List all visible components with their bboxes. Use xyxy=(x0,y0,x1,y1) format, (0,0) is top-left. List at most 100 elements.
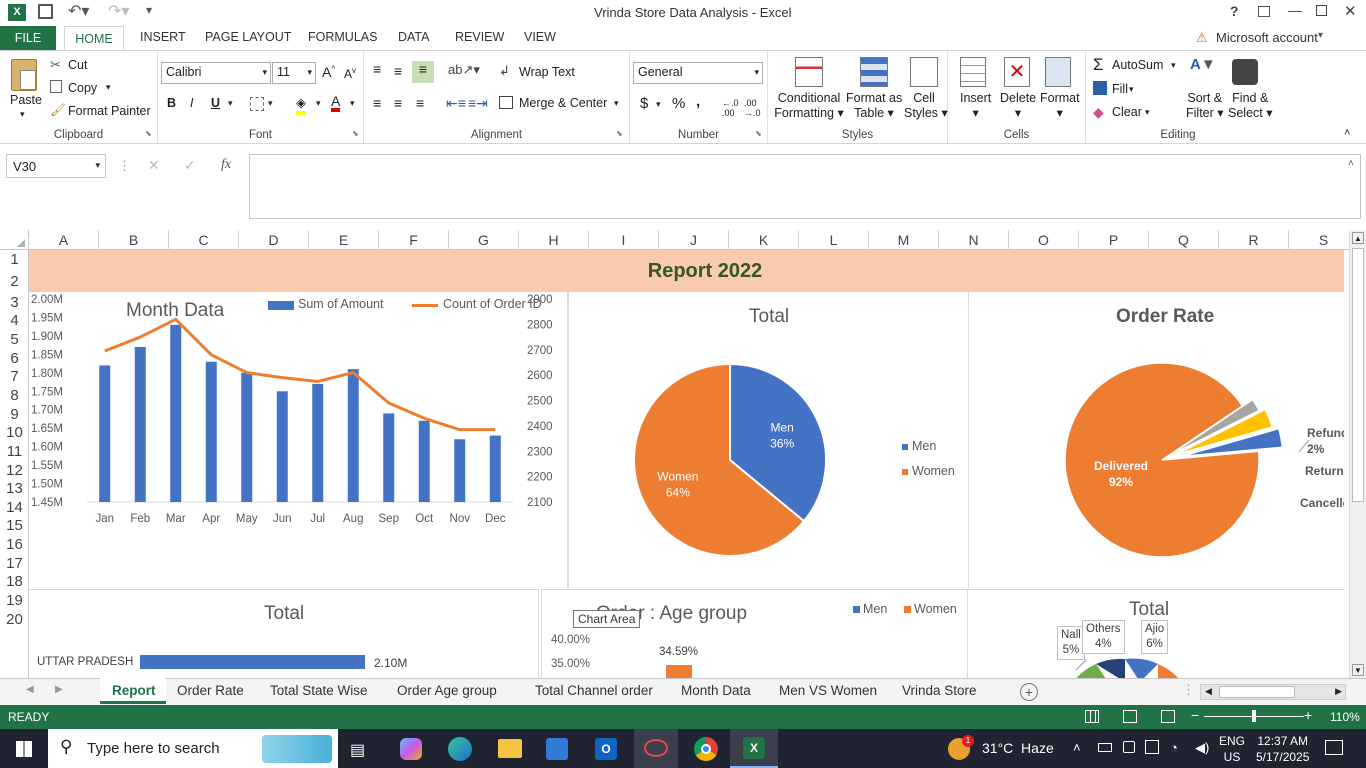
minimize-button[interactable]: — xyxy=(1288,2,1302,18)
chrome-icon[interactable] xyxy=(694,737,718,761)
clear-button[interactable]: Clear xyxy=(1112,105,1142,119)
font-size-select[interactable]: 11 ▾ xyxy=(272,62,316,84)
conditional-formatting-button[interactable]: Conditional Formatting ▾ xyxy=(774,91,844,120)
clear-chevron-icon[interactable]: ▾ xyxy=(1145,107,1150,117)
state-total-chart[interactable]: Total UTTAR PRADESH 2.10M xyxy=(29,589,539,678)
formula-input[interactable] xyxy=(249,154,1361,219)
row-header-2[interactable]: 2 xyxy=(10,273,19,290)
row-header-10[interactable]: 10 xyxy=(6,424,23,441)
excel-taskbar-icon[interactable]: X xyxy=(730,729,778,768)
sheet-tab-7[interactable]: Vrinda Store xyxy=(902,683,977,698)
row-header-13[interactable]: 13 xyxy=(6,480,23,497)
currency-button[interactable]: $ xyxy=(640,95,649,112)
sheet-tab-2[interactable]: Total State Wise xyxy=(270,683,368,698)
align-middle-icon[interactable]: ≡ xyxy=(394,63,403,79)
tab-data[interactable]: DATA xyxy=(398,30,430,44)
sheet-tab-5[interactable]: Month Data xyxy=(681,683,751,698)
clipboard-launcher-icon[interactable]: ⬊ xyxy=(145,129,152,138)
row-header-4[interactable]: 4 xyxy=(10,312,19,329)
cancel-entry-icon[interactable]: ✕ xyxy=(148,157,160,173)
page-break-view-icon[interactable] xyxy=(1161,710,1175,723)
row-header-16[interactable]: 16 xyxy=(6,536,23,553)
taskbar-search-box[interactable]: ⚲ Type here to search xyxy=(48,729,338,768)
column-header-q[interactable]: Q xyxy=(1149,230,1219,250)
increase-decimal-icon[interactable]: ←.0.00 xyxy=(722,98,739,118)
row-header-5[interactable]: 5 xyxy=(10,331,19,348)
next-sheet-icon[interactable]: ▶ xyxy=(55,684,63,695)
row-header-7[interactable]: 7 xyxy=(10,368,19,385)
format-cells-button[interactable]: Format ▾ xyxy=(1040,91,1080,120)
vertical-scrollbar[interactable]: ▲ ▼ xyxy=(1349,230,1366,678)
save-icon[interactable] xyxy=(38,4,53,19)
font-color-icon[interactable]: A xyxy=(331,94,341,112)
insert-function-button[interactable]: fx xyxy=(221,157,232,172)
zoom-out-button[interactable]: − xyxy=(1191,707,1200,723)
orientation-icon[interactable]: ab↗▾ xyxy=(448,62,480,77)
decrease-decimal-icon[interactable]: .00 →.0 xyxy=(744,98,761,118)
quick-access-icon[interactable]: ▾ xyxy=(146,3,153,17)
underline-button[interactable]: U xyxy=(211,96,221,110)
hscroll-right-icon[interactable]: ▶ xyxy=(1335,686,1342,696)
confirm-entry-icon[interactable]: ✓ xyxy=(184,157,196,173)
tab-insert[interactable]: INSERT xyxy=(140,30,186,44)
italic-button[interactable]: I xyxy=(190,96,194,110)
fill-chevron-icon[interactable]: ▾ xyxy=(316,98,321,108)
column-header-k[interactable]: K xyxy=(729,230,799,250)
collapse-ribbon-icon[interactable]: ˄ xyxy=(1344,127,1351,139)
sheet-tab-3[interactable]: Order Age group xyxy=(397,683,497,698)
normal-view-icon[interactable] xyxy=(1085,710,1099,723)
zoom-level[interactable]: 110% xyxy=(1330,710,1360,724)
decrease-indent-icon[interactable]: ⇤≡ xyxy=(446,95,466,111)
tab-view[interactable]: VIEW xyxy=(524,30,556,44)
copy-button[interactable]: Copy xyxy=(68,81,98,95)
language-indicator[interactable]: ENG US xyxy=(1219,733,1245,765)
column-header-p[interactable]: P xyxy=(1079,230,1149,250)
sheet-tab-1[interactable]: Order Rate xyxy=(177,683,244,698)
zoom-slider[interactable] xyxy=(1204,710,1304,722)
alignment-launcher-icon[interactable]: ⬊ xyxy=(616,129,623,138)
row-header-3[interactable]: 3 xyxy=(10,294,19,311)
percent-button[interactable]: % xyxy=(672,95,686,112)
format-as-table-button[interactable]: Format as Table ▾ xyxy=(846,91,903,120)
start-button[interactable] xyxy=(16,741,32,757)
maximize-button[interactable] xyxy=(1316,5,1327,16)
autosum-chevron-icon[interactable]: ▾ xyxy=(1171,60,1176,70)
outlook-icon[interactable]: O xyxy=(595,738,617,760)
copilot-icon[interactable] xyxy=(400,738,422,760)
format-painter-button[interactable]: Format Painter xyxy=(68,104,151,118)
number-format-select[interactable]: General ▾ xyxy=(633,62,763,84)
task-view-icon[interactable]: ▤ xyxy=(350,742,366,759)
scroll-thumb[interactable] xyxy=(1352,248,1364,502)
column-header-h[interactable]: H xyxy=(519,230,589,250)
network-icon[interactable] xyxy=(1145,740,1159,754)
column-header-a[interactable]: A xyxy=(29,230,99,250)
align-bottom-icon[interactable]: ≡ xyxy=(412,61,434,83)
total-gender-chart[interactable]: Total Men 36% Women 64% Men Women xyxy=(568,292,969,588)
align-left-icon[interactable]: ≡ xyxy=(373,95,382,111)
action-center-icon[interactable] xyxy=(1325,740,1343,755)
tab-page-layout[interactable]: PAGE LAYOUT xyxy=(205,30,292,44)
clock[interactable]: 12:37 AM 5/17/2025 xyxy=(1256,733,1309,765)
delete-cells-button[interactable]: Delete ▾ xyxy=(1000,91,1037,120)
increase-indent-icon[interactable]: ≡⇥ xyxy=(468,95,488,111)
font-name-select[interactable]: Calibri ▾ xyxy=(161,62,271,84)
new-sheet-button[interactable]: + xyxy=(1020,683,1038,701)
underline-chevron-icon[interactable]: ▾ xyxy=(228,98,233,108)
borders-icon[interactable] xyxy=(250,97,264,111)
prev-sheet-icon[interactable]: ◀ xyxy=(26,684,34,695)
channel-total-chart[interactable]: Total Nall 5% Others 4% Ajio 6% xyxy=(967,589,1344,678)
tab-file[interactable]: FILE xyxy=(0,26,56,50)
battery-icon[interactable] xyxy=(1098,743,1112,752)
align-top-icon[interactable]: ≡ xyxy=(373,61,382,77)
row-header-15[interactable]: 15 xyxy=(6,517,23,534)
worksheet-grid[interactable]: Report 2022 Month Data Sum of Amount Cou… xyxy=(29,250,1344,678)
bold-button[interactable]: B xyxy=(167,96,177,110)
order-rate-chart[interactable]: Order Rate Delivered 92% Refunded 2% Returne… xyxy=(969,292,1344,588)
column-header-o[interactable]: O xyxy=(1009,230,1079,250)
redo-icon[interactable]: ↷▾ xyxy=(108,3,130,20)
fill-color-icon[interactable]: ◈ xyxy=(296,95,306,115)
name-box[interactable]: V30 ▾ xyxy=(6,154,106,178)
comma-button[interactable]: , xyxy=(696,93,701,110)
row-header-6[interactable]: 6 xyxy=(10,350,19,367)
column-header-m[interactable]: M xyxy=(869,230,939,250)
